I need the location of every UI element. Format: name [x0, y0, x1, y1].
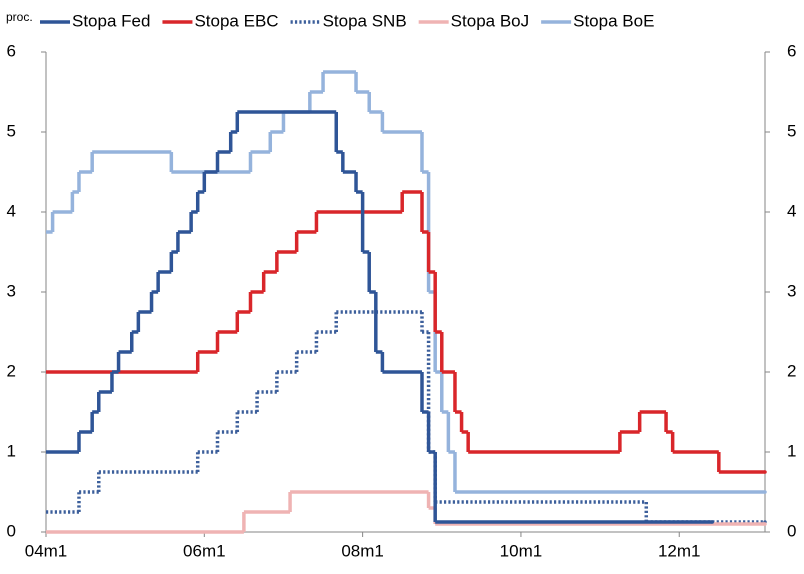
- step-end: [763, 470, 767, 474]
- y2-tick-label: 1: [787, 441, 796, 460]
- x-tick-label: 08m1: [341, 541, 384, 560]
- y2-tick-label: 6: [787, 41, 796, 60]
- x-tick-label: 12m1: [658, 541, 701, 560]
- legend-label: Stopa EBC: [194, 11, 278, 30]
- x-tick-label: 06m1: [183, 541, 226, 560]
- y-unit-label: proc.: [6, 10, 33, 24]
- y-tick-label: 4: [7, 201, 16, 220]
- legend-label: Stopa BoJ: [451, 11, 529, 30]
- legend-label: Stopa Fed: [72, 11, 150, 30]
- y2-tick-label: 2: [787, 361, 796, 380]
- legend-label: Stopa BoE: [573, 11, 654, 30]
- x-tick-label: 10m1: [500, 541, 543, 560]
- legend-label: Stopa SNB: [323, 11, 407, 30]
- y2-tick-label: 3: [787, 281, 796, 300]
- y-tick-label: 6: [7, 41, 16, 60]
- x-tick-label: 04m1: [25, 541, 68, 560]
- y-tick-label: 2: [7, 361, 16, 380]
- step-end: [710, 520, 714, 524]
- y-tick-label: 3: [7, 281, 16, 300]
- step-end: [763, 522, 767, 526]
- y2-tick-label: 0: [787, 521, 796, 540]
- step-end: [763, 490, 767, 494]
- y2-tick-label: 4: [787, 201, 796, 220]
- y-tick-label: 1: [7, 441, 16, 460]
- y-tick-label: 5: [7, 121, 16, 140]
- y2-tick-label: 5: [787, 121, 796, 140]
- y-tick-label: 0: [7, 521, 16, 540]
